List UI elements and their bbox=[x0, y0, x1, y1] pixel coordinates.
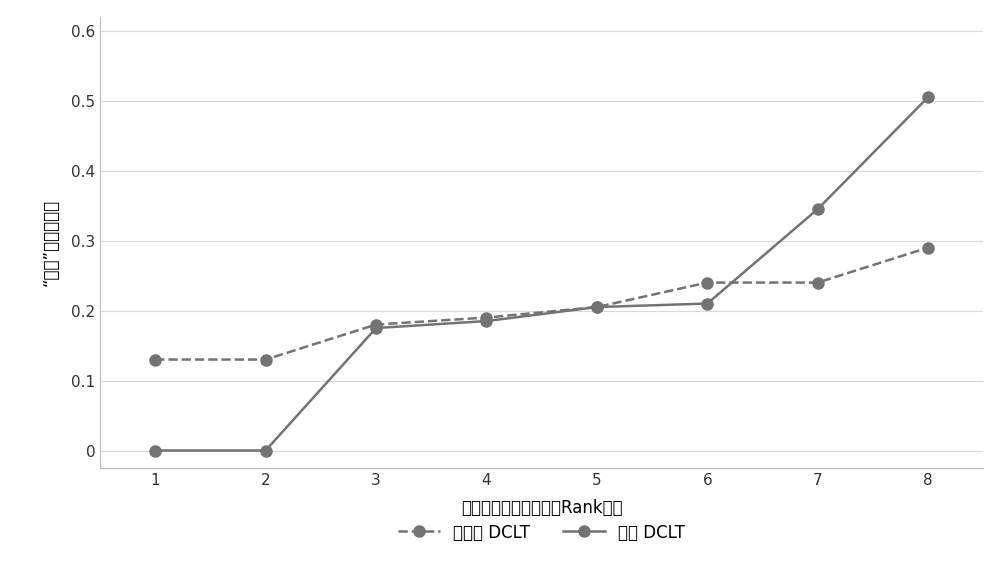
不使用 DCLT bbox=[370, 321, 382, 328]
使用 DCLT bbox=[701, 300, 713, 307]
使用 DCLT bbox=[812, 205, 824, 212]
使用 DCLT bbox=[370, 325, 382, 332]
使用 DCLT bbox=[922, 94, 934, 101]
Legend: 不使用 DCLT, 使用 DCLT: 不使用 DCLT, 使用 DCLT bbox=[390, 515, 694, 550]
不使用 DCLT bbox=[149, 356, 161, 363]
使用 DCLT bbox=[149, 447, 161, 454]
不使用 DCLT bbox=[812, 279, 824, 286]
不使用 DCLT bbox=[922, 244, 934, 251]
使用 DCLT bbox=[480, 318, 492, 325]
不使用 DCLT bbox=[260, 356, 272, 363]
不使用 DCLT bbox=[701, 279, 713, 286]
不使用 DCLT bbox=[591, 304, 603, 311]
不使用 DCLT bbox=[480, 314, 492, 321]
Line: 使用 DCLT: 使用 DCLT bbox=[150, 92, 934, 456]
使用 DCLT bbox=[591, 304, 603, 311]
X-axis label: 检索结果中对象等级（Rank）値: 检索结果中对象等级（Rank）値 bbox=[461, 499, 622, 517]
Y-axis label: “形状”描述符距离: “形状”描述符距离 bbox=[42, 199, 60, 286]
使用 DCLT bbox=[260, 447, 272, 454]
Line: 不使用 DCLT: 不使用 DCLT bbox=[150, 242, 934, 365]
